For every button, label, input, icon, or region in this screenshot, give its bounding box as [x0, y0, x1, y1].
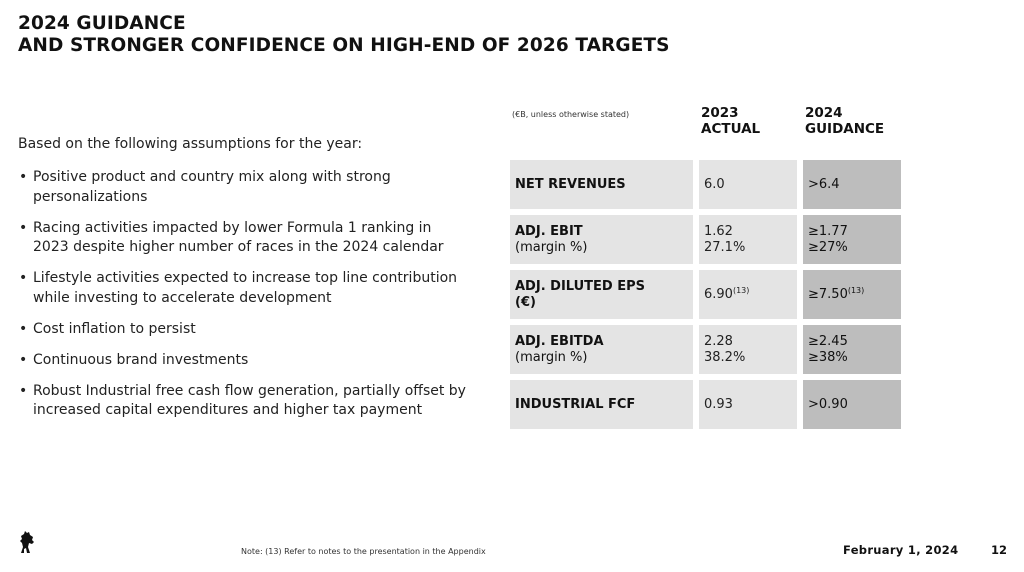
guidance-value: >0.90: [808, 396, 848, 412]
actual-value: 6.0: [704, 176, 725, 192]
column-header-2024-guidance: 2024 GUIDANCE: [805, 105, 884, 137]
title-line-2: AND STRONGER CONFIDENCE ON HIGH-END OF 2…: [18, 35, 670, 56]
metric-name: ADJ. DILUTED EPS: [515, 278, 645, 294]
table-row-label: INDUSTRIAL FCF: [510, 380, 693, 429]
table-cell-guidance: >0.90: [803, 380, 901, 429]
metric-name: INDUSTRIAL FCF: [515, 396, 636, 412]
guidance-margin: ≥38%: [808, 349, 848, 365]
list-item: Racing activities impacted by lower Form…: [18, 219, 468, 258]
metric-name: NET REVENUES: [515, 176, 626, 192]
column-header-year: 2023: [701, 105, 739, 121]
table-cell-guidance: ≥7.50(13): [803, 270, 901, 319]
actual-value: 0.93: [704, 396, 733, 412]
actual-value: 1.62: [704, 223, 733, 239]
table-cell-guidance: >6.4: [803, 160, 901, 209]
guidance-margin: ≥27%: [808, 239, 848, 255]
table-row-label: ADJ. EBIT (margin %): [510, 215, 693, 264]
assumptions-list: Positive product and country mix along w…: [18, 168, 468, 432]
table-cell-actual: 0.93: [699, 380, 797, 429]
presentation-date: February 1, 2024: [843, 543, 959, 557]
page-title: 2024 GUIDANCE AND STRONGER CONFIDENCE ON…: [18, 13, 670, 57]
column-header-label: ACTUAL: [701, 121, 761, 137]
table-row-label: NET REVENUES: [510, 160, 693, 209]
table-cell-actual: 6.90(13): [699, 270, 797, 319]
metric-subname: (€): [515, 294, 536, 310]
page-number: 12: [991, 543, 1008, 557]
prancing-horse-logo-icon: [20, 531, 34, 553]
list-item: Lifestyle activities expected to increas…: [18, 269, 468, 308]
table-cell-actual: 6.0: [699, 160, 797, 209]
guidance-value: >6.4: [808, 176, 840, 192]
column-header-year: 2024: [805, 105, 843, 121]
metric-subname: (margin %): [515, 349, 588, 365]
metric-subname: (margin %): [515, 239, 588, 255]
table-cell-actual: 1.62 27.1%: [699, 215, 797, 264]
assumptions-intro: Based on the following assumptions for t…: [18, 136, 363, 152]
table-unit-note: (€B, unless otherwise stated): [512, 110, 630, 119]
guidance-value-line: ≥7.50(13): [808, 285, 901, 303]
list-item: Continuous brand investments: [18, 351, 468, 371]
list-item: Positive product and country mix along w…: [18, 168, 468, 207]
actual-value: 2.28: [704, 333, 733, 349]
table-cell-guidance: ≥2.45 ≥38%: [803, 325, 901, 374]
actual-margin: 38.2%: [704, 349, 746, 365]
column-header-2023-actual: 2023 ACTUAL: [701, 105, 760, 137]
guidance-value: ≥2.45: [808, 333, 848, 349]
title-line-1: 2024 GUIDANCE: [18, 13, 186, 34]
actual-value-line: 6.90(13): [704, 285, 797, 303]
table-cell-guidance: ≥1.77 ≥27%: [803, 215, 901, 264]
footnote-text: Note: (13) Refer to notes to the present…: [241, 547, 486, 556]
guidance-value: ≥7.50: [808, 286, 848, 302]
table-row-label: ADJ. DILUTED EPS (€): [510, 270, 693, 319]
metric-name: ADJ. EBIT: [515, 223, 583, 239]
table-cell-actual: 2.28 38.2%: [699, 325, 797, 374]
guidance-value: ≥1.77: [808, 223, 848, 239]
list-item: Robust Industrial free cash flow generat…: [18, 382, 468, 421]
footnote-marker: (13): [732, 285, 750, 295]
list-item: Cost inflation to persist: [18, 320, 468, 340]
table-row-label: ADJ. EBITDA (margin %): [510, 325, 693, 374]
actual-margin: 27.1%: [704, 239, 746, 255]
metric-name: ADJ. EBITDA: [515, 333, 604, 349]
footnote-marker: (13): [847, 285, 865, 295]
actual-value: 6.90: [704, 286, 733, 302]
column-header-label: GUIDANCE: [805, 121, 885, 137]
